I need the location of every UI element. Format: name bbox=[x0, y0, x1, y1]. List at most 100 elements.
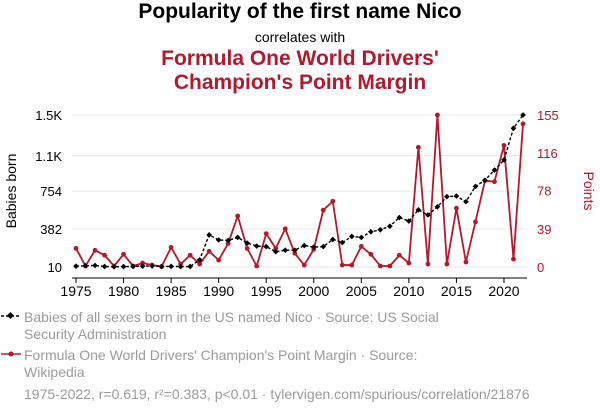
data-point-nico bbox=[101, 263, 108, 270]
data-point-formula-one bbox=[273, 245, 279, 251]
data-point-nico bbox=[510, 125, 517, 132]
data-point-nico bbox=[329, 236, 336, 243]
right-tick-label: 0 bbox=[537, 260, 544, 275]
data-point-nico bbox=[482, 177, 488, 184]
x-tick-label: 1985 bbox=[156, 283, 187, 299]
data-point-nico bbox=[501, 157, 507, 163]
data-point-formula-one bbox=[187, 252, 193, 258]
data-point-formula-one bbox=[263, 231, 269, 237]
data-point-formula-one bbox=[358, 244, 364, 249]
data-point-formula-one bbox=[140, 260, 145, 266]
data-point-formula-one bbox=[406, 260, 412, 266]
left-tick-label: 1.5K bbox=[35, 108, 62, 123]
data-point-nico bbox=[520, 112, 526, 118]
data-point-formula-one bbox=[349, 262, 355, 268]
right-tick-label: 116 bbox=[537, 146, 558, 161]
data-point-nico bbox=[139, 263, 146, 270]
legend-symbol-formula-one bbox=[1, 351, 21, 357]
right-tick-label: 78 bbox=[537, 184, 551, 199]
data-point-nico bbox=[463, 198, 469, 205]
data-point-nico bbox=[206, 232, 212, 238]
chart-connector: correlates with bbox=[254, 29, 346, 45]
data-point-formula-one bbox=[339, 262, 345, 268]
data-point-nico bbox=[149, 263, 155, 269]
data-point-formula-one bbox=[216, 257, 222, 263]
x-tick-label: 1990 bbox=[203, 283, 234, 299]
data-point-nico bbox=[339, 239, 346, 246]
left-tick-label: 1.1K bbox=[35, 149, 62, 164]
footer-stats: 1975-2022, r=0.619, r²=0.383, p<0.01 · t… bbox=[24, 386, 530, 402]
chart-subtitle: Formula One World Drivers' Champion's Po… bbox=[0, 47, 600, 95]
data-point-formula-one bbox=[235, 213, 241, 219]
data-point-formula-one bbox=[292, 250, 298, 256]
data-point-formula-one bbox=[197, 261, 203, 267]
series-nico bbox=[73, 112, 526, 270]
data-point-nico bbox=[111, 263, 117, 270]
data-point-formula-one bbox=[396, 252, 402, 258]
x-tick-label: 2020 bbox=[488, 283, 519, 299]
data-point-formula-one bbox=[282, 226, 288, 232]
data-point-nico bbox=[130, 263, 136, 270]
data-point-nico bbox=[406, 218, 412, 224]
data-point-nico bbox=[272, 248, 279, 255]
data-point-nico bbox=[196, 257, 203, 263]
data-point-nico bbox=[415, 207, 422, 213]
right-tick-label: 155 bbox=[537, 108, 559, 123]
data-point-nico bbox=[301, 242, 308, 249]
left-tick-label: 754 bbox=[40, 184, 62, 199]
data-point-nico bbox=[387, 223, 393, 230]
data-point-nico bbox=[120, 263, 127, 270]
data-point-nico bbox=[225, 237, 231, 244]
data-point-formula-one bbox=[492, 179, 497, 185]
data-point-nico bbox=[234, 234, 241, 241]
x-tick-label: 1975 bbox=[60, 283, 91, 299]
data-point-formula-one bbox=[454, 205, 459, 211]
data-point-nico bbox=[282, 247, 289, 253]
data-point-nico bbox=[368, 228, 374, 235]
data-point-formula-one bbox=[92, 247, 98, 253]
x-tick-label: 2015 bbox=[441, 283, 472, 299]
left-axis-label: Babies born bbox=[3, 154, 19, 229]
data-point-formula-one bbox=[473, 219, 478, 225]
data-point-formula-one bbox=[501, 143, 507, 148]
right-axis-label: Points bbox=[581, 172, 597, 211]
data-point-formula-one bbox=[425, 261, 431, 267]
data-point-nico bbox=[310, 244, 317, 250]
left-tick-label: 10 bbox=[48, 260, 62, 275]
data-point-nico bbox=[244, 240, 251, 246]
data-point-formula-one bbox=[121, 251, 126, 257]
right-axis: 0 39 78 116 155 bbox=[537, 108, 559, 275]
data-point-nico bbox=[168, 263, 174, 270]
data-point-nico bbox=[82, 262, 89, 269]
data-point-nico bbox=[158, 263, 165, 270]
data-point-nico bbox=[73, 263, 79, 270]
data-point-nico bbox=[491, 167, 498, 173]
right-tick-label: 39 bbox=[537, 222, 551, 237]
data-point-nico bbox=[377, 226, 384, 233]
data-point-formula-one bbox=[301, 262, 307, 268]
data-point-nico bbox=[320, 243, 327, 250]
legend-symbol-nico bbox=[1, 311, 21, 320]
data-point-nico bbox=[453, 193, 460, 199]
chart-subtitle-line-2: Champion's Point Margin bbox=[173, 71, 427, 94]
x-tick-label: 2010 bbox=[393, 283, 424, 299]
chart-subtitle-line-1: Formula One World Drivers' bbox=[161, 47, 439, 70]
data-point-nico bbox=[215, 237, 222, 243]
data-point-formula-one bbox=[320, 207, 326, 213]
data-point-formula-one bbox=[254, 263, 260, 269]
grid-lines bbox=[72, 114, 527, 268]
legend-label-nico: Babies of all sexes born in the US named… bbox=[24, 309, 439, 342]
x-tick-label: 2000 bbox=[298, 283, 329, 299]
data-point-nico bbox=[291, 247, 298, 253]
data-point-formula-one bbox=[444, 261, 450, 267]
data-point-formula-one bbox=[102, 252, 107, 258]
data-point-nico bbox=[396, 214, 403, 221]
data-point-formula-one bbox=[520, 121, 526, 127]
data-point-nico bbox=[472, 183, 479, 190]
data-point-formula-one bbox=[368, 251, 374, 257]
data-point-formula-one bbox=[168, 244, 174, 250]
data-point-formula-one bbox=[387, 263, 393, 269]
data-point-formula-one bbox=[415, 144, 421, 150]
data-point-nico bbox=[358, 234, 365, 241]
